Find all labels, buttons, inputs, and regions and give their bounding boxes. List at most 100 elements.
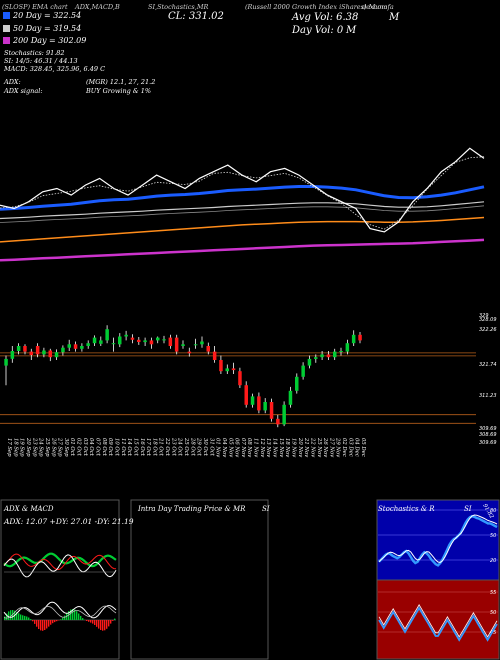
macd-histogram-bar: [82, 618, 84, 620]
date-tick: 07 Oct: [95, 438, 101, 457]
candle-body: [29, 351, 33, 355]
macd-histogram-bar: [6, 613, 8, 620]
date-tick: 31 Oct: [208, 438, 214, 457]
candle-body: [35, 346, 40, 355]
date-tick: 02 Dec: [341, 438, 347, 457]
candle-body: [181, 344, 185, 346]
macd-histogram-bar: [110, 620, 112, 624]
date-tick: 12 Nov: [259, 438, 265, 457]
date-tick: 20 Sep: [25, 437, 31, 457]
date-tick: 26 Nov: [322, 437, 328, 457]
date-tick: 24 Sep: [38, 437, 44, 457]
macd-signal-line: [3, 605, 117, 619]
intraday-title-si: SI: [262, 505, 270, 513]
date-tick: 18 Sep: [12, 438, 18, 457]
price-label: 322.26: [479, 327, 497, 333]
macd-histogram-bar: [28, 617, 30, 620]
adx-value: (MGR) 12.1, 27, 21.2: [86, 78, 156, 86]
macd-histogram-bar: [34, 620, 36, 624]
date-tick: 27 Sep: [57, 437, 63, 457]
adx-macd-title: ADX & MACD: [4, 505, 54, 513]
date-tick: 25 Oct: [183, 437, 189, 457]
si-level-label: 50: [490, 610, 496, 616]
macd-histogram-bar: [98, 620, 100, 629]
candle-body: [250, 396, 255, 405]
stochastics-title: Stochastics & R: [378, 505, 435, 513]
header-title-5: dexcom: [362, 3, 388, 11]
date-tick: 05 Nov: [227, 438, 233, 457]
candle-body: [124, 334, 128, 337]
macd-readout: MACD: 328.45, 325.96, 6.49 C: [4, 65, 106, 73]
macd-histogram-bar: [64, 615, 66, 620]
adx-label: ADX:: [4, 78, 21, 86]
candle-body: [339, 351, 343, 352]
stoch-k-line: [378, 514, 498, 567]
ema20-swatch: [3, 12, 10, 19]
date-tick: 22 Nov: [309, 437, 315, 457]
date-tick: 29 Nov: [335, 437, 341, 457]
date-tick: 11 Oct: [120, 438, 126, 457]
stochastics-readout: Stochastics: 91.82: [4, 49, 65, 57]
macd-histogram-bar: [106, 620, 108, 629]
price-label: 308.69: [479, 432, 497, 438]
candle-body: [219, 360, 223, 372]
ema200-swatch: [3, 37, 10, 44]
candle-body: [301, 365, 305, 377]
macd-histogram-bar: [24, 615, 26, 620]
candle-body: [320, 354, 324, 358]
macd-histogram-bar: [20, 614, 22, 620]
date-tick: 02 Oct: [76, 438, 82, 457]
macd-histogram-bar: [40, 620, 42, 631]
ema200-label: 200 Day = 302.09: [13, 36, 87, 45]
candle-body: [187, 351, 192, 354]
ema20-label: 20 Day = 322.54: [13, 11, 82, 20]
ema50-band-line: [0, 205, 485, 223]
adx-green-line: [3, 552, 117, 568]
date-tick: 15 Oct: [132, 438, 138, 457]
date-tick: 17 Oct: [145, 438, 151, 457]
date-tick: 01 Oct: [69, 438, 75, 457]
si-level-label: 55: [490, 590, 496, 596]
date-tick: 30 Oct: [202, 438, 208, 457]
candle-body: [80, 346, 84, 349]
stoch-d-line: [378, 514, 498, 563]
candle-body: [111, 343, 116, 345]
candle-body: [244, 385, 248, 405]
candle-body: [99, 340, 103, 344]
macd-histogram-bar: [42, 620, 44, 631]
candle-body: [137, 339, 141, 342]
macd-histogram-bar: [56, 620, 58, 622]
date-tick: 08 Oct: [101, 438, 107, 457]
date-tick: 20 Nov: [297, 437, 303, 457]
macd-histogram-bar: [100, 620, 102, 630]
ema100-line: [0, 216, 485, 243]
macd-histogram-bar: [80, 615, 82, 620]
macd-histogram-bar: [112, 620, 114, 621]
date-tick: 27 Nov: [328, 437, 334, 457]
macd-histogram-bar: [50, 620, 52, 625]
date-tick: 15 Nov: [278, 438, 284, 457]
date-tick: 21 Nov: [303, 437, 309, 457]
macd-histogram-bar: [54, 620, 56, 623]
header-title-4: (Russell 2000 Growth Index iShares) Muna…: [245, 3, 394, 11]
candle-body: [143, 340, 147, 343]
adx-signal-value: BUY Growing & 1%: [86, 87, 152, 95]
macd-histogram-bar: [38, 620, 40, 629]
candle-body: [269, 402, 274, 419]
candle-body: [231, 368, 236, 371]
price-label: 309.69: [479, 440, 497, 446]
date-tick: 05 Dec: [360, 438, 366, 457]
candle-body: [130, 337, 135, 340]
macd-histogram-bar: [52, 620, 54, 624]
candle-body: [307, 358, 312, 366]
macd-histogram-bar: [8, 611, 10, 620]
candle-body: [282, 404, 286, 425]
macd-histogram-bar: [96, 620, 98, 627]
candle-body: [257, 396, 261, 411]
date-tick: 19 Nov: [291, 438, 297, 457]
macd-histogram-bar: [74, 609, 76, 620]
candle-body: [42, 350, 46, 355]
candle-body: [212, 351, 217, 360]
price-label: 328.09: [479, 317, 497, 323]
date-tick: 14 Oct: [126, 438, 132, 457]
